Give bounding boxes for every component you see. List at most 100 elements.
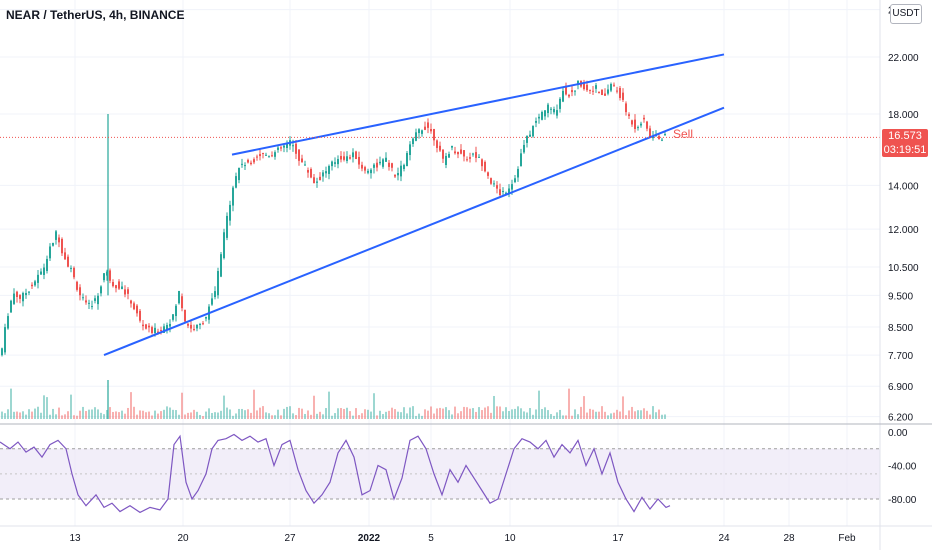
volume-bar xyxy=(346,407,348,419)
volume-bar xyxy=(616,409,618,419)
volume-bar xyxy=(649,414,651,419)
candle-body xyxy=(619,87,621,98)
candle-body xyxy=(523,144,525,153)
volume-bar xyxy=(88,409,90,419)
volume-bar xyxy=(481,410,483,419)
candle-body xyxy=(403,164,405,169)
volume-bar xyxy=(205,411,207,419)
volume-bar xyxy=(418,413,420,419)
volume-bar xyxy=(589,408,591,419)
volume-bar xyxy=(265,412,267,419)
volume-bar xyxy=(544,407,546,419)
volume-bar xyxy=(556,412,558,419)
time-tick-label: 20 xyxy=(177,533,189,544)
candle-body xyxy=(268,156,270,158)
volume-bar xyxy=(523,411,525,419)
candle-body xyxy=(196,324,198,329)
candle-body xyxy=(175,305,177,317)
currency-button[interactable]: USDT xyxy=(890,4,922,24)
volume-bar xyxy=(352,415,354,419)
candle-body xyxy=(370,169,372,174)
volume-bar xyxy=(475,411,477,419)
candle-body xyxy=(325,171,327,174)
candle-body xyxy=(562,90,564,102)
candle-body xyxy=(373,164,375,168)
volume-bar xyxy=(385,411,387,419)
candle-body xyxy=(541,111,543,120)
candle-body xyxy=(400,165,402,177)
candle-body xyxy=(172,314,174,320)
candle-body xyxy=(607,89,609,94)
candle-body xyxy=(478,156,480,158)
volume-bar xyxy=(592,409,594,419)
volume-bar xyxy=(97,409,99,419)
volume-bar xyxy=(502,411,504,419)
volume-bar xyxy=(79,410,81,419)
volume-bar xyxy=(340,408,342,419)
volume-bar xyxy=(403,407,405,419)
candle-body xyxy=(586,84,588,91)
volume-bar xyxy=(652,406,654,419)
volume-bar xyxy=(643,408,645,419)
candle-body xyxy=(610,83,612,91)
candle-body xyxy=(274,152,276,157)
volume-bar xyxy=(631,406,633,419)
volume-bar xyxy=(325,408,327,419)
volume-bar xyxy=(517,406,519,419)
candle-body xyxy=(346,156,348,162)
candle-body xyxy=(394,174,396,177)
volume-bar xyxy=(148,411,150,419)
candle-body xyxy=(577,80,579,85)
volume-bar xyxy=(511,409,513,419)
volume-bar xyxy=(322,414,324,419)
volume-bar xyxy=(508,411,510,419)
candle-body xyxy=(67,256,69,267)
volume-bar xyxy=(232,415,234,419)
candle-body xyxy=(583,82,585,90)
candle-body xyxy=(388,162,390,167)
volume-bar xyxy=(202,415,204,419)
candle-body xyxy=(241,163,243,165)
candle-body xyxy=(37,274,39,283)
volume-bar xyxy=(328,391,330,419)
candle-body xyxy=(64,252,66,260)
volume-bar xyxy=(172,409,174,419)
volume-bar xyxy=(280,415,282,419)
candle-body xyxy=(409,144,411,156)
candle-body xyxy=(526,135,528,143)
candle-body xyxy=(145,324,147,329)
candle-body xyxy=(247,159,249,163)
volume-bar xyxy=(271,415,273,419)
candle-body xyxy=(124,289,126,295)
volume-bar xyxy=(49,414,51,419)
volume-bar xyxy=(634,411,636,419)
candle-body xyxy=(7,316,9,329)
volume-bar xyxy=(64,414,66,419)
volume-bar xyxy=(574,409,576,419)
candle-body xyxy=(52,242,54,246)
volume-bar xyxy=(367,409,369,419)
candle-body xyxy=(310,169,312,178)
volume-bar xyxy=(259,407,261,419)
volume-bar xyxy=(532,414,534,419)
candle-body xyxy=(463,150,465,157)
volume-bar xyxy=(250,412,252,419)
volume-bar xyxy=(169,407,171,419)
volume-bar xyxy=(4,413,6,419)
oscillator-tick-label: -40.00 xyxy=(888,462,917,473)
volume-bar xyxy=(208,408,210,419)
candle-body xyxy=(664,134,666,136)
candle-body xyxy=(622,92,624,100)
candle-body xyxy=(220,254,222,277)
volume-bar xyxy=(379,410,381,419)
candle-body xyxy=(502,191,504,193)
volume-bar xyxy=(421,415,423,419)
candle-body xyxy=(61,238,63,254)
axis-corner[interactable] xyxy=(882,532,932,550)
candle-body xyxy=(475,152,477,158)
volume-bar xyxy=(175,410,177,419)
oscillator-band xyxy=(0,448,880,500)
time-tick-label: 24 xyxy=(718,533,730,544)
candle-body xyxy=(469,157,471,159)
